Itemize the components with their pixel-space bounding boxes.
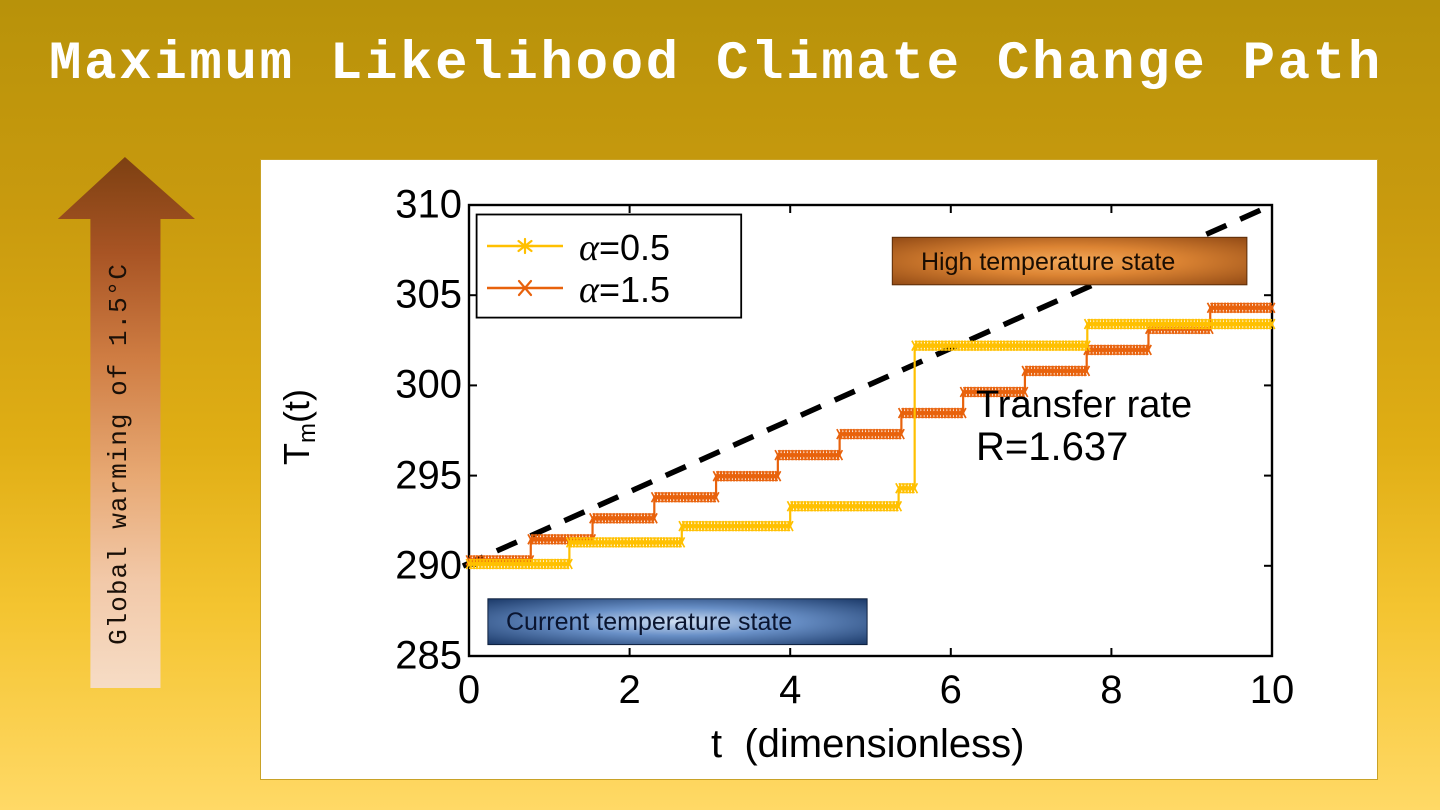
svg-text:α=0.5: α=0.5	[579, 227, 670, 269]
svg-text:Transfer rate: Transfer rate	[976, 384, 1192, 426]
svg-text:α=1.5: α=1.5	[579, 269, 670, 311]
svg-text:High temperature state: High temperature state	[921, 248, 1175, 276]
svg-text:Current temperature state: Current temperature state	[506, 608, 792, 636]
svg-text:R=1.637: R=1.637	[976, 425, 1128, 469]
